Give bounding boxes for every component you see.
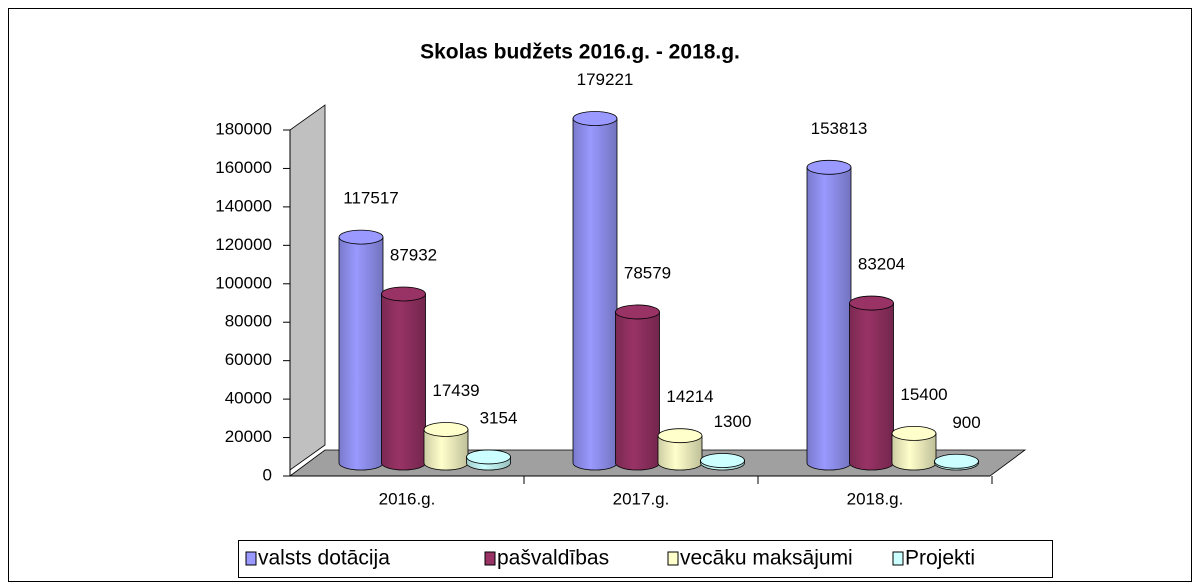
data-label: 900 xyxy=(952,413,980,432)
data-label: 14214 xyxy=(666,387,713,406)
legend-swatch xyxy=(484,551,496,566)
data-label: 179221 xyxy=(577,70,634,89)
y-tick-label: 140000 xyxy=(215,196,272,215)
cylinder-top xyxy=(381,286,426,302)
data-label: 153813 xyxy=(811,119,868,138)
x-tick-label: 2018.g. xyxy=(847,489,904,508)
cylinder xyxy=(572,118,618,471)
data-label: 78579 xyxy=(624,263,671,282)
y-tick-label: 0 xyxy=(263,465,272,484)
data-label: 15400 xyxy=(900,385,947,404)
legend-swatch xyxy=(667,551,679,566)
legend-label: pašvaldības xyxy=(497,547,609,570)
chart-title: Skolas budžets 2016.g. - 2018.g. xyxy=(420,41,740,64)
data-label: 83204 xyxy=(858,255,905,274)
cylinder xyxy=(615,311,660,471)
y-tick-label: 120000 xyxy=(215,235,272,254)
y-tick-label: 100000 xyxy=(215,273,272,292)
cylinder xyxy=(381,293,426,471)
legend-swatch xyxy=(245,551,257,566)
cylinder-top xyxy=(466,449,511,465)
legend-label: valsts dotācija xyxy=(258,547,390,570)
back-wall xyxy=(289,104,326,471)
cylinder-top xyxy=(338,229,384,245)
cylinder-top xyxy=(891,425,937,441)
data-label: 3154 xyxy=(480,408,518,427)
cylinder-top xyxy=(423,422,469,437)
y-tick-label: 180000 xyxy=(215,119,272,138)
y-tick-label: 160000 xyxy=(215,158,272,177)
x-tick-label: 2016.g. xyxy=(379,489,436,508)
legend-box xyxy=(238,540,1053,578)
legend-label: vecāku maksājumi xyxy=(680,547,853,570)
cylinder-top xyxy=(806,159,852,175)
data-label: 117517 xyxy=(343,189,398,208)
cylinder-top xyxy=(615,304,660,320)
y-tick-label: 80000 xyxy=(225,312,272,331)
cylinder-top xyxy=(849,295,894,311)
data-label: 87932 xyxy=(390,245,437,264)
y-tick-label: 60000 xyxy=(225,350,272,369)
legend-swatch xyxy=(892,551,904,566)
cylinder-top xyxy=(934,453,979,469)
y-tick-label: 20000 xyxy=(225,427,272,446)
x-tick-label: 2017.g. xyxy=(613,489,670,508)
cylinder xyxy=(849,302,894,471)
cylinder xyxy=(338,236,384,471)
legend-label: Projekti xyxy=(905,547,975,570)
cylinder-top xyxy=(572,111,618,126)
cylinder-top xyxy=(657,428,703,444)
cylinder xyxy=(806,166,852,471)
y-tick-label: 40000 xyxy=(225,389,272,408)
cylinder-top xyxy=(700,453,745,468)
data-label: 1300 xyxy=(714,412,752,431)
data-label: 17439 xyxy=(432,381,479,400)
